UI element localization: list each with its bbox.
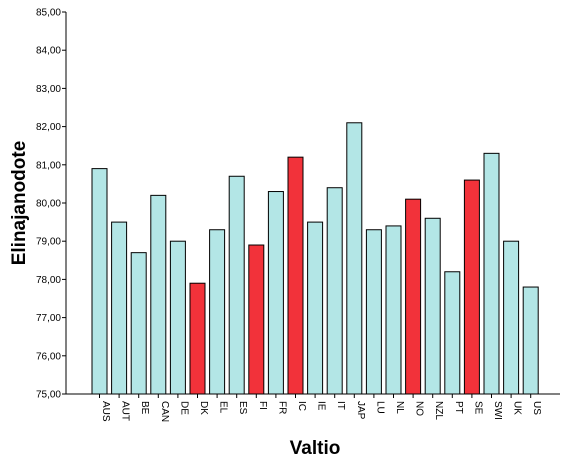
bar-fr (268, 192, 283, 394)
y-axis-title: Elinajanodote (9, 141, 30, 266)
x-tick-label: LU (374, 401, 385, 414)
x-tick-label: IE (316, 401, 327, 411)
x-axis: AUS AUT BE CAN DE DK EL ES FI FR IC IE IT JAP LU NL NO NZ… (66, 394, 560, 422)
y-tick-label: 82,00 (36, 122, 61, 133)
bar-aut (112, 222, 127, 394)
x-tick-label: UK (512, 401, 523, 415)
x-tick-label: CAN (159, 401, 170, 422)
y-tick-label: 75,00 (36, 390, 61, 401)
bar-es (229, 176, 244, 394)
bar-nzl (425, 218, 440, 394)
x-tick-label: FI (257, 401, 268, 410)
bar-nl (386, 226, 401, 394)
bar-se (464, 180, 479, 394)
y-tick-label: 77,00 (36, 313, 61, 324)
x-tick-label: IT (335, 401, 346, 410)
bar-pt (445, 272, 460, 394)
bar-uk (504, 241, 519, 394)
x-tick-label: DK (198, 401, 209, 415)
bar-jap (347, 123, 362, 394)
bar-el (210, 230, 225, 394)
bar-dk (190, 283, 205, 394)
x-tick-label: FR (276, 401, 287, 414)
y-tick-label: 81,00 (36, 160, 61, 171)
x-tick-label: BE (139, 401, 150, 415)
x-tick-label: JAP (355, 401, 366, 420)
bar-ie (308, 222, 323, 394)
x-tick-label: SWI (492, 401, 503, 420)
y-tick-label: 78,00 (36, 275, 61, 286)
bar-aus (92, 169, 107, 394)
y-tick-label: 83,00 (36, 84, 61, 95)
y-tick-label: 76,00 (36, 351, 61, 362)
bar-lu (366, 230, 381, 394)
y-tick-label: 79,00 (36, 237, 61, 248)
x-tick-label: NZL (433, 401, 444, 420)
bar-be (131, 253, 146, 394)
bar-de (170, 241, 185, 394)
x-tick-label: EL (218, 401, 229, 414)
bar-it (327, 188, 342, 394)
bar-swi (484, 153, 499, 394)
bar-can (151, 195, 166, 394)
bar-us (523, 287, 538, 394)
x-tick-label: US (531, 401, 542, 415)
x-tick-label: NO (414, 401, 425, 416)
x-tick-label: DE (178, 401, 189, 415)
x-tick-label: NL (394, 401, 405, 414)
x-tick-label: PT (453, 401, 464, 414)
x-tick-label: IC (296, 401, 307, 411)
x-tick-label: ES (237, 401, 248, 415)
x-tick-label: AUS (100, 401, 111, 422)
y-axis: 75,00 76,00 77,00 78,00 79,00 80,00 81,00 82,00… (36, 8, 66, 401)
bar-fi (249, 245, 264, 394)
x-axis-title: Valtio (290, 438, 341, 457)
bars (92, 123, 538, 394)
x-tick-label: SE (472, 401, 483, 415)
x-tick-label: AUT (120, 401, 131, 421)
y-tick-label: 84,00 (36, 46, 61, 57)
y-tick-label: 85,00 (36, 8, 61, 19)
y-tick-label: 80,00 (36, 199, 61, 210)
bar-no (406, 199, 421, 394)
bar-ic (288, 157, 303, 394)
